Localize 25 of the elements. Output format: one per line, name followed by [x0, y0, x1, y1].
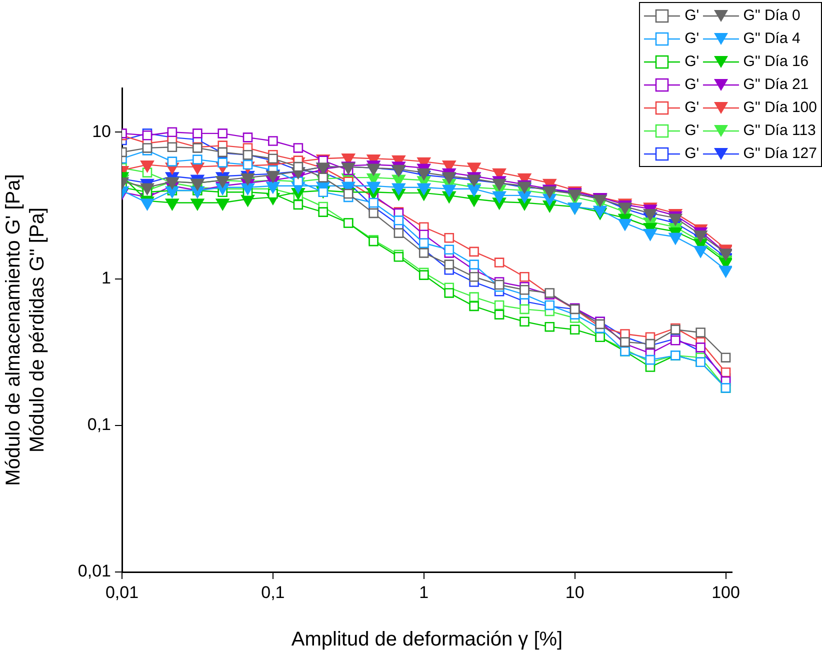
- legend-label: G" Día 21: [743, 76, 809, 93]
- y-tick-label: 0,1: [87, 415, 111, 434]
- y-axis-title: Módulo de almacenamiento G' [Pa] Módulo de pérdidas G" [Pa]: [2, 174, 49, 486]
- y-tick-label: 0,01: [78, 562, 111, 581]
- legend-label: G': [684, 99, 700, 116]
- y-tick-label: 10: [92, 122, 111, 141]
- legend-label: G" Día 127: [743, 145, 817, 162]
- legend-label: G" Día 4: [743, 30, 800, 47]
- legend-label: G': [684, 7, 700, 24]
- x-tick-label: 1: [419, 582, 429, 602]
- legend-label: G" Día 16: [743, 53, 809, 70]
- legend-label: G" Día 0: [743, 7, 800, 24]
- legend-label: G': [684, 30, 700, 47]
- legend-label: G': [684, 76, 700, 93]
- x-tick-label: 0,01: [105, 582, 139, 602]
- x-axis-title: Amplitud de deformación γ [%]: [291, 628, 563, 651]
- x-tick-label: 0,1: [261, 582, 285, 602]
- legend-label: G" Día 113: [743, 122, 816, 139]
- y-tick-label: 1: [102, 268, 111, 288]
- legend-label: G': [684, 122, 700, 139]
- legend-label: G': [684, 145, 700, 162]
- legend-label: G': [684, 53, 700, 70]
- x-tick-label: 100: [712, 582, 740, 602]
- legend-label: G" Día 100: [743, 99, 817, 116]
- x-tick-label: 10: [565, 582, 584, 602]
